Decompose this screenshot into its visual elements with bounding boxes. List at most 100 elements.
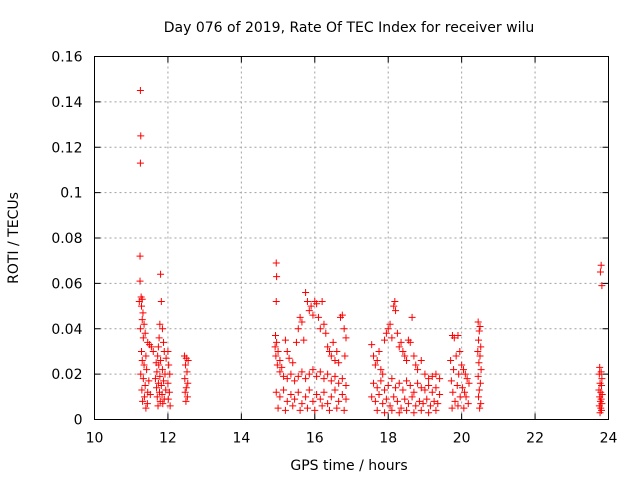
- data-point: [462, 393, 470, 401]
- data-point: [386, 402, 394, 410]
- data-point: [449, 388, 457, 396]
- data-point: [139, 334, 147, 342]
- data-point: [426, 402, 434, 410]
- data-point: [298, 368, 306, 376]
- data-point: [425, 375, 433, 383]
- data-point: [333, 404, 341, 412]
- data-point: [417, 384, 425, 392]
- data-point: [460, 404, 468, 412]
- data-point: [135, 298, 143, 306]
- data-point: [395, 343, 403, 351]
- data-point: [414, 379, 422, 387]
- data-point: [596, 409, 604, 417]
- data-point: [322, 329, 330, 337]
- data-point: [428, 388, 436, 396]
- data-point: [142, 352, 150, 360]
- x-tick-label: 20: [453, 431, 471, 447]
- data-point: [324, 343, 332, 351]
- data-point: [335, 379, 343, 387]
- data-point: [302, 375, 310, 383]
- y-tick-label: 0.04: [51, 322, 82, 338]
- data-point: [273, 361, 281, 369]
- data-point: [474, 372, 482, 380]
- y-tick-label: 0: [74, 413, 83, 429]
- data-point: [276, 368, 284, 376]
- x-tick-label: 24: [600, 431, 618, 447]
- data-point: [181, 388, 189, 396]
- data-point: [408, 393, 416, 401]
- data-point: [160, 338, 168, 346]
- data-point: [313, 391, 321, 399]
- data-point: [325, 406, 333, 414]
- data-point: [447, 357, 455, 365]
- plot-frame: [94, 56, 609, 420]
- data-point: [153, 384, 161, 392]
- data-point: [412, 361, 420, 369]
- data-point: [397, 338, 405, 346]
- data-point: [368, 393, 376, 401]
- data-point: [408, 313, 416, 321]
- data-point: [329, 338, 337, 346]
- data-point: [289, 359, 297, 367]
- y-tick-label: 0.06: [51, 276, 82, 292]
- data-point: [384, 381, 392, 389]
- data-point: [404, 400, 412, 408]
- data-point: [386, 320, 394, 328]
- data-point: [136, 87, 144, 95]
- data-point: [164, 395, 172, 403]
- data-point: [158, 325, 166, 333]
- data-point: [182, 384, 190, 392]
- data-point: [382, 329, 390, 337]
- data-point: [410, 409, 418, 417]
- data-point: [296, 406, 304, 414]
- data-point: [381, 386, 389, 394]
- data-point: [274, 404, 282, 412]
- data-point: [397, 404, 405, 412]
- data-point: [475, 336, 483, 344]
- data-point: [157, 381, 165, 389]
- y-tick-label: 0.12: [51, 140, 82, 156]
- data-point: [272, 352, 280, 360]
- data-point: [154, 343, 162, 351]
- data-point: [272, 388, 280, 396]
- data-point: [313, 372, 321, 380]
- data-point: [450, 366, 458, 374]
- data-point: [289, 402, 297, 410]
- data-point: [158, 391, 166, 399]
- data-point: [281, 336, 289, 344]
- data-point: [390, 302, 398, 310]
- data-point: [298, 318, 306, 326]
- data-point: [598, 282, 606, 290]
- data-point: [342, 395, 350, 403]
- data-point: [454, 402, 462, 410]
- data-point: [335, 359, 343, 367]
- data-point: [401, 352, 409, 360]
- data-point: [143, 366, 151, 374]
- data-point: [475, 359, 483, 367]
- data-point: [166, 402, 174, 410]
- data-point: [456, 347, 464, 355]
- data-point: [162, 354, 170, 362]
- data-point: [331, 372, 339, 380]
- data-point: [447, 377, 455, 385]
- data-point: [283, 375, 291, 383]
- y-tick-label: 0.02: [51, 367, 82, 383]
- data-point: [281, 406, 289, 414]
- data-point: [140, 393, 148, 401]
- data-point: [313, 300, 321, 308]
- y-tick-label: 0.08: [51, 231, 82, 247]
- data-point: [182, 361, 190, 369]
- data-point: [403, 357, 411, 365]
- data-point: [373, 406, 381, 414]
- data-point: [403, 377, 411, 385]
- data-point: [399, 386, 407, 394]
- data-point: [153, 368, 161, 376]
- data-point: [341, 352, 349, 360]
- data-point: [294, 372, 302, 380]
- data-point: [298, 400, 306, 408]
- data-point: [302, 288, 310, 296]
- x-tick-label: 14: [232, 431, 250, 447]
- data-point: [300, 336, 308, 344]
- data-point: [475, 327, 483, 335]
- data-point: [381, 409, 389, 417]
